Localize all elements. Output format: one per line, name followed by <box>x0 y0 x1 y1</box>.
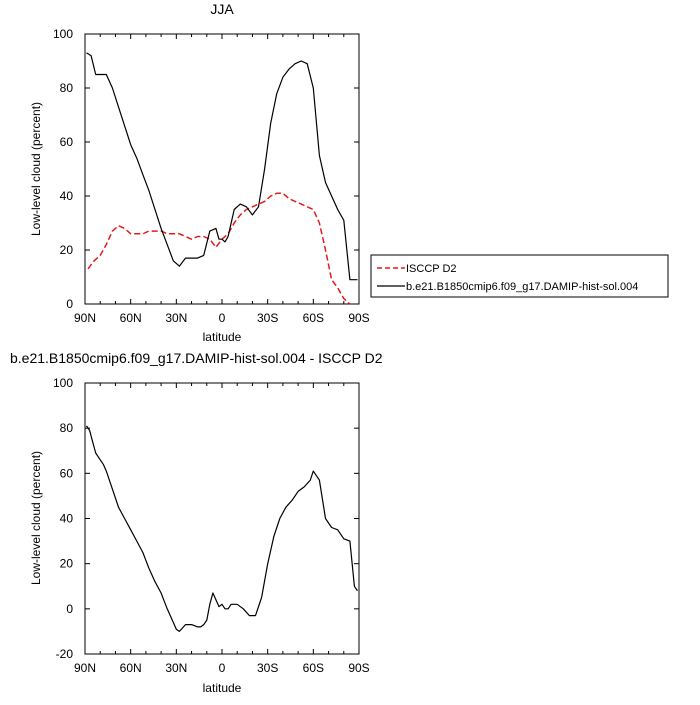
bottom-x-tick-label: 30S <box>257 661 278 675</box>
top-plot-frame <box>84 33 360 305</box>
bottom-x-tick-label: 0 <box>219 661 226 675</box>
legend-label-isccp: ISCCP D2 <box>406 263 457 275</box>
bottom-y-tick-label: -20 <box>56 647 74 661</box>
bottom-x-axis-label: latitude <box>203 681 242 695</box>
top-series-line-isccp <box>87 192 351 305</box>
bottom-ticks: 90N 60N 30N 0 30S 60S 90S -20 0 20 40 60 80 100 <box>53 376 370 675</box>
bottom-x-tick-label: 60S <box>303 661 324 675</box>
top-x-tick-label: 60S <box>303 311 324 325</box>
bottom-y-axis-label: Low-level cloud (percent) <box>29 451 43 585</box>
bottom-y-tick-label: 40 <box>60 512 74 526</box>
bottom-series-lines <box>86 425 358 633</box>
top-x-tick-label: 30N <box>165 311 187 325</box>
top-panel: JJA 90N 60N 30N 0 30S 60S 90S 0 20 40 60 80 100 lati… <box>29 1 370 344</box>
top-series-lines <box>86 52 358 305</box>
bottom-x-tick-label: 30N <box>165 661 187 675</box>
top-x-tick-label: 0 <box>219 311 226 325</box>
bottom-x-tick-label: 90N <box>74 661 96 675</box>
top-y-tick-label: 100 <box>53 27 73 41</box>
legend-box <box>370 254 669 298</box>
legend-label-model: b.e21.B1850cmip6.f09_g17.DAMIP-hist-sol.… <box>406 281 638 293</box>
bottom-chart-title: b.e21.B1850cmip6.f09_g17.DAMIP-hist-sol.… <box>10 350 383 366</box>
top-x-tick-label: 60N <box>120 311 142 325</box>
top-y-tick-label: 60 <box>60 135 74 149</box>
bottom-y-tick-label: 60 <box>60 466 74 480</box>
bottom-x-tick-label: 90S <box>348 661 369 675</box>
legend: ISCCP D2 b.e21.B1850cmip6.f09_g17.DAMIP-… <box>370 254 669 298</box>
top-chart-title: JJA <box>210 1 234 17</box>
top-x-axis-label: latitude <box>203 330 242 344</box>
top-y-tick-label: 80 <box>60 81 74 95</box>
bottom-y-tick-label: 80 <box>60 421 74 435</box>
bottom-y-tick-label: 100 <box>53 376 73 390</box>
bottom-y-tick-label: 20 <box>60 557 74 571</box>
bottom-x-tick-label: 60N <box>120 661 142 675</box>
top-y-tick-label: 40 <box>60 189 74 203</box>
top-ticks: 90N 60N 30N 0 30S 60S 90S 0 20 40 60 80 100 <box>53 27 370 325</box>
top-y-tick-label: 20 <box>60 243 74 257</box>
top-x-tick-label: 90S <box>348 311 369 325</box>
top-x-tick-label: 30S <box>257 311 278 325</box>
bottom-y-tick-label: 0 <box>66 602 73 616</box>
top-x-tick-label: 90N <box>74 311 96 325</box>
top-y-axis-label: Low-level cloud (percent) <box>29 102 43 236</box>
bottom-panel: b.e21.B1850cmip6.f09_g17.DAMIP-hist-sol.… <box>10 350 383 695</box>
top-series-line-model <box>86 52 358 281</box>
bottom-plot-frame <box>84 382 360 655</box>
top-y-tick-label: 0 <box>66 297 73 311</box>
bottom-series-line-model <box>86 425 358 633</box>
